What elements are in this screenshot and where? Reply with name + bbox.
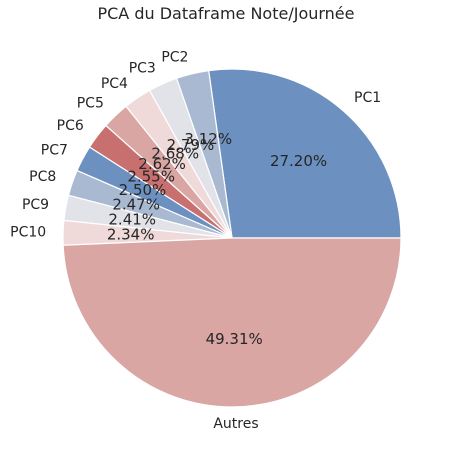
slice-label-pc6: PC6 [57,118,84,134]
pct-label-pc4: 2.68% [151,144,199,162]
slice-label-pc1: PC1 [354,90,381,106]
slice-label-pc9: PC9 [22,197,49,213]
pct-label-pc2: 3.12% [184,130,232,148]
pct-label-pc6: 2.55% [127,167,175,185]
slice-label-pc10: PC10 [10,224,46,240]
slice-label-autres: Autres [213,416,258,432]
pct-label-pc1: 27.20% [270,152,327,170]
pct-label-autres: 49.31% [206,330,263,348]
pct-label-pc8: 2.47% [112,195,160,213]
pct-label-pc7: 2.50% [119,181,167,199]
slice-label-pc7: PC7 [41,143,68,159]
slice-label-pc5: PC5 [77,95,104,111]
slice-label-pc8: PC8 [29,169,56,185]
pie-labels: PC1 27.20% PC2 3.12% PC3 2.79% PC4 2.68% PC5 2.62… [10,49,381,432]
pct-label-pc9: 2.41% [108,210,156,228]
slice-label-pc2: PC2 [161,49,188,65]
pct-label-pc10: 2.34% [107,225,155,243]
slice-pc1 [208,68,402,239]
chart-title: PCA du Dataframe Note/Journée [97,4,355,23]
slice-autres [62,237,402,408]
slice-label-pc4: PC4 [101,76,128,92]
pct-label-pc5: 2.62% [138,155,186,173]
pct-label-pc3: 2.79% [167,136,215,154]
pie-slices [62,68,402,408]
slice-label-pc3: PC3 [129,60,156,76]
